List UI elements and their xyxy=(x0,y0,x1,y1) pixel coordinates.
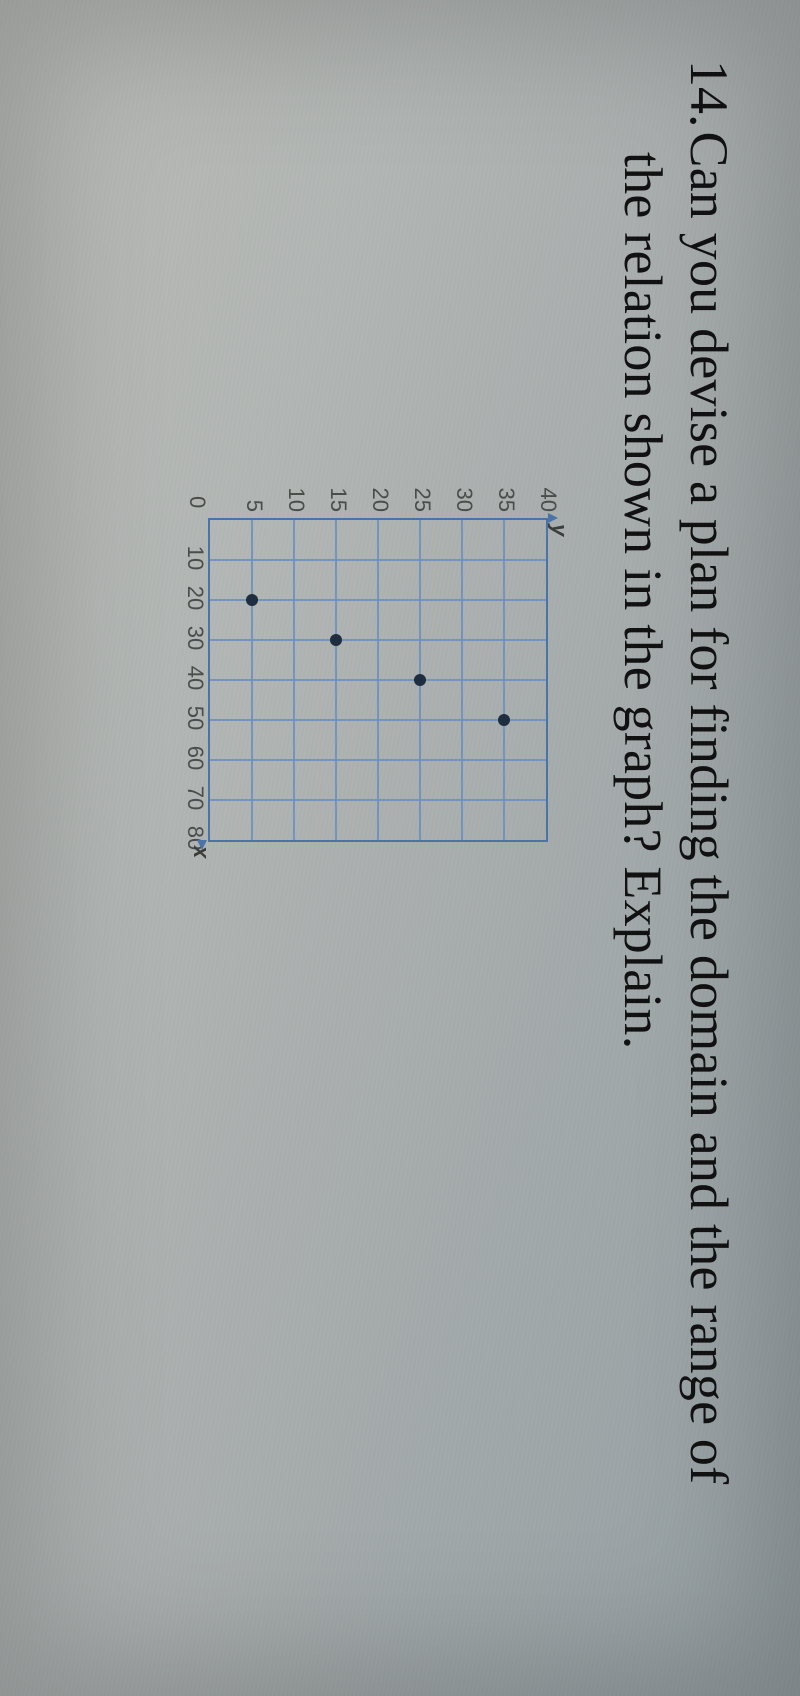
y-axis-ticks: 510152025303540 xyxy=(134,460,554,518)
y-tick-label: 40 xyxy=(535,460,561,512)
question-number: 14. xyxy=(679,60,739,128)
x-tick-label: 40 xyxy=(182,666,208,690)
gridline-horizontal xyxy=(377,520,379,840)
x-tick-label: 10 xyxy=(182,546,208,570)
x-axis-ticks: 1020304050607080 xyxy=(182,518,210,838)
question-text-line1: Can you devise a plan for finding the do… xyxy=(679,132,739,1485)
gridline-horizontal xyxy=(503,520,505,840)
data-point xyxy=(330,634,342,646)
question-block: 14. Can you devise a plan for finding th… xyxy=(612,60,740,1636)
gridline-horizontal xyxy=(251,520,253,840)
gridline-horizontal xyxy=(293,520,295,840)
y-tick-label: 20 xyxy=(367,460,393,512)
data-point xyxy=(498,714,510,726)
plot-area xyxy=(208,518,548,842)
x-tick-label: 50 xyxy=(182,706,208,730)
x-tick-label: 20 xyxy=(182,586,208,610)
y-tick-label: 5 xyxy=(241,460,267,512)
y-tick-label: 10 xyxy=(283,460,309,512)
y-axis-label: y xyxy=(546,524,572,536)
x-tick-label: 70 xyxy=(182,786,208,810)
y-tick-label: 15 xyxy=(325,460,351,512)
rotated-content: 14. Can you devise a plan for finding th… xyxy=(0,0,800,1696)
y-tick-label: 35 xyxy=(493,460,519,512)
y-tick-label: 25 xyxy=(409,460,435,512)
data-point xyxy=(414,674,426,686)
y-axis-arrow-icon xyxy=(548,513,558,523)
x-tick-label: 60 xyxy=(182,746,208,770)
gridline-horizontal xyxy=(461,520,463,840)
scatter-chart: y 0 510152025303540 1020304050607080 x xyxy=(134,460,554,880)
page: 14. Can you devise a plan for finding th… xyxy=(0,0,800,1696)
data-point xyxy=(246,594,258,606)
y-tick-label: 30 xyxy=(451,460,477,512)
gridline-horizontal xyxy=(335,520,337,840)
x-tick-label: 30 xyxy=(182,626,208,650)
x-axis-arrow-icon xyxy=(197,840,207,850)
question-text-line2: the relation shown in the graph? Explain… xyxy=(612,152,674,1636)
